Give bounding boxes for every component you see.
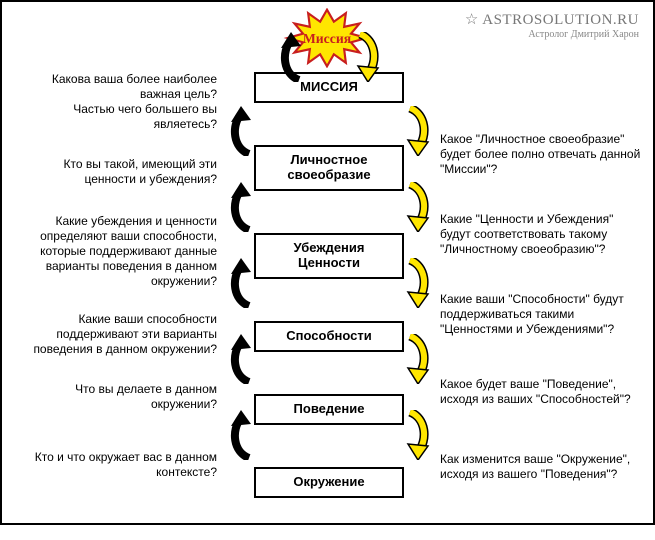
arrow-up-0 [277,32,305,76]
right-question-0: Какое "Личностное своеобразие" будет бол… [440,132,645,177]
level-box-4: Поведение [254,394,404,425]
arrow-down-0 [352,32,380,76]
starburst-label: Миссия [303,31,352,46]
arrow-down-3 [402,258,430,302]
arrow-up-5 [227,410,255,454]
level-box-2: Убеждения Ценности [254,233,404,279]
level-box-5: Окружение [254,467,404,498]
levels-column: МИССИЯЛичностное своеобразиеУбеждения Це… [254,72,404,540]
left-question-5: Кто и что окружает вас в данном контекст… [12,450,217,480]
arrow-down-2 [402,182,430,226]
left-question-1: Кто вы такой, имеющий эти ценности и убе… [12,157,217,187]
arrow-down-4 [402,334,430,378]
logo: ☆ ASTROSOLUTION.RU Астролог Дмитрий Харо… [465,10,639,40]
arrow-up-2 [227,182,255,226]
right-question-1: Какие "Ценности и Убеждения" будут соотв… [440,212,645,257]
arrow-down-5 [402,410,430,454]
left-question-2: Какие убеждения и ценности определяют ва… [12,214,217,289]
left-question-4: Что вы делаете в данном окружении? [12,382,217,412]
right-question-2: Какие ваши "Способности" будут поддержив… [440,292,645,337]
level-box-3: Способности [254,321,404,352]
arrow-down-1 [402,106,430,150]
left-question-3: Какие ваши способности поддерживают эти … [12,312,217,357]
left-question-0: Какова ваша более наиболее важная цель? … [12,72,217,132]
right-question-4: Как изменится ваше "Окружение", исходя и… [440,452,645,482]
arrow-up-1 [227,106,255,150]
logo-sub: Астролог Дмитрий Харон [465,29,639,40]
logo-main: ☆ ASTROSOLUTION.RU [465,10,639,29]
right-question-3: Какое будет ваше "Поведение", исходя из … [440,377,645,407]
arrow-up-3 [227,258,255,302]
level-box-1: Личностное своеобразие [254,145,404,191]
arrow-up-4 [227,334,255,378]
